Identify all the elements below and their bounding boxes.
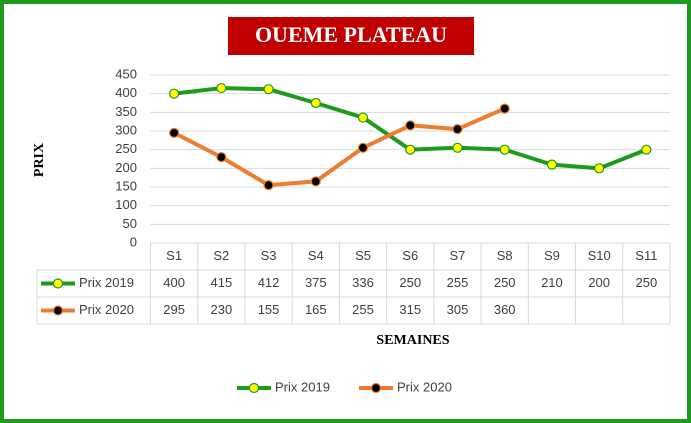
legend-label: Prix 2020 [79, 302, 134, 317]
point [169, 88, 180, 99]
title-box [228, 17, 474, 55]
x-tick-label: S5 [355, 248, 371, 263]
point [452, 124, 463, 135]
point [594, 163, 605, 174]
chart-title: OUEME PLATEAU [255, 22, 447, 47]
y-tick-label: 50 [123, 216, 137, 231]
point [357, 142, 369, 153]
legend-marker [52, 278, 64, 289]
table-value: 250 [636, 275, 658, 290]
legend-label: Prix 2019 [275, 379, 330, 394]
point [357, 112, 369, 123]
x-tick-label: S11 [635, 248, 657, 263]
point [263, 180, 274, 191]
table-value: 250 [494, 275, 516, 290]
point [310, 176, 321, 187]
y-tick-label: 350 [115, 104, 137, 119]
table-value: 200 [588, 275, 610, 290]
series-line [173, 106, 506, 188]
legend-marker [248, 382, 260, 394]
table-value: 255 [447, 275, 469, 290]
x-tick-label: S6 [402, 248, 418, 263]
table-value: 255 [352, 302, 374, 317]
table-value: 415 [210, 275, 232, 290]
x-tick-label: S7 [450, 248, 466, 263]
table-value: 336 [352, 275, 374, 290]
legend-marker [370, 382, 382, 394]
legend-marker [52, 305, 64, 316]
point [405, 120, 416, 131]
table-value: 375 [305, 275, 327, 290]
point [216, 152, 227, 163]
y-tick-label: 400 [115, 85, 137, 100]
table-value: 165 [305, 302, 327, 317]
y-axis-label: PRIX [32, 143, 47, 177]
table-value: 400 [163, 275, 185, 290]
x-axis-label: SEMAINES [376, 333, 449, 348]
point [499, 103, 510, 114]
y-tick-label: 150 [115, 178, 137, 193]
table-value: 250 [399, 275, 421, 290]
table-value: 210 [541, 275, 563, 290]
point [263, 84, 274, 95]
point [169, 127, 180, 138]
x-tick-label: S9 [544, 248, 560, 263]
point [216, 82, 227, 94]
table-value: 360 [494, 302, 516, 317]
y-tick-label: 300 [115, 122, 137, 137]
legend-label: Prix 2019 [79, 275, 134, 290]
y-tick-label: 200 [115, 160, 137, 175]
y-tick-label: 100 [115, 197, 137, 212]
x-tick-label: S8 [497, 248, 513, 263]
y-tick-label: 450 [115, 66, 137, 81]
x-tick-label: S3 [261, 248, 277, 263]
x-tick-label: S10 [588, 248, 611, 263]
table-value: 412 [258, 275, 280, 290]
table-value: 230 [210, 302, 232, 317]
x-tick-label: S4 [308, 248, 324, 263]
legend-label: Prix 2020 [397, 379, 452, 394]
point [405, 144, 416, 155]
y-tick-label: 250 [115, 141, 137, 156]
x-tick-label: S2 [213, 248, 229, 263]
table-value: 315 [399, 302, 421, 317]
point [546, 159, 558, 170]
y-tick-label: 0 [130, 234, 137, 249]
point [310, 97, 321, 109]
point [452, 142, 463, 153]
table-value: 295 [163, 302, 185, 317]
x-tick-label: S1 [166, 248, 182, 263]
table-value: 155 [258, 302, 280, 317]
point [499, 144, 510, 155]
point [641, 144, 652, 155]
table-value: 305 [447, 302, 469, 317]
